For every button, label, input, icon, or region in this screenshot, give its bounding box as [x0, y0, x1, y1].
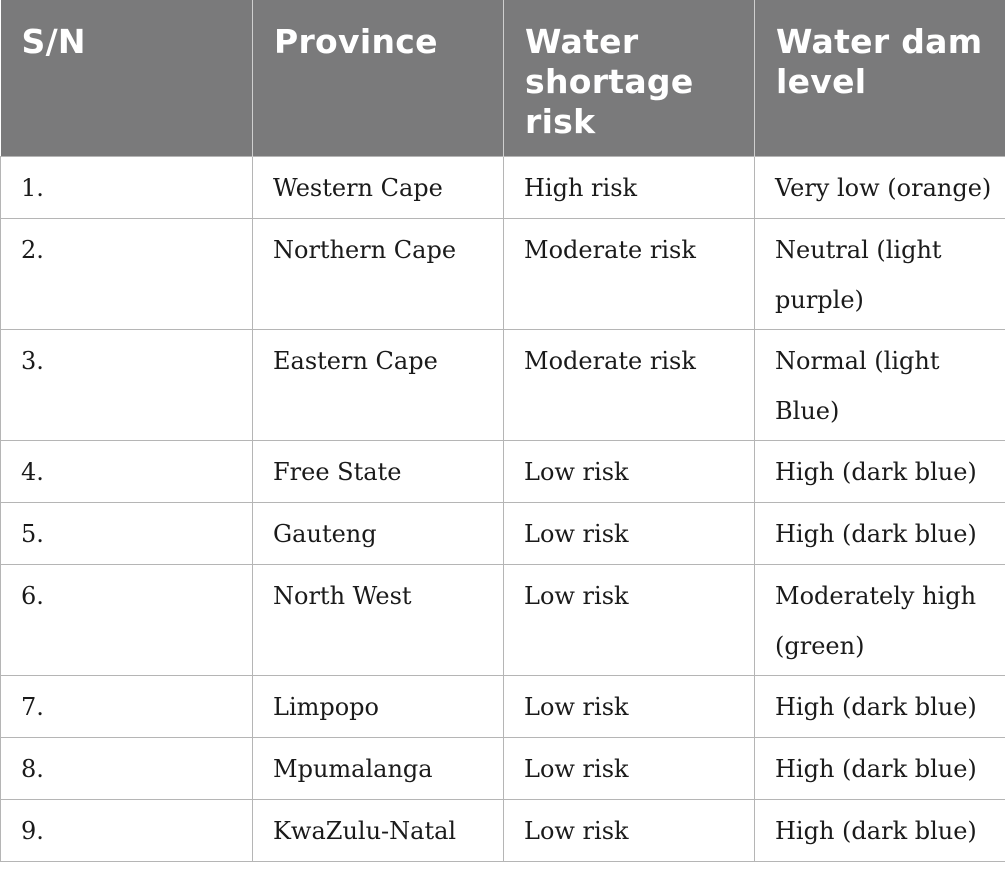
cell-risk: Moderate risk — [503, 328, 755, 441]
cell-dam-level: Neutral (light purple) — [754, 217, 1005, 330]
cell-risk: Low risk — [503, 439, 755, 503]
cell-dam-level: High (dark blue) — [754, 439, 1005, 503]
cell-risk: Low risk — [503, 563, 755, 676]
cell-sn: 1. — [0, 155, 253, 219]
table-row: 2. Northern Cape Moderate risk Neutral (… — [0, 217, 1005, 330]
table-row: 7. Limpopo Low risk High (dark blue) — [0, 674, 1005, 738]
cell-province: Gauteng — [252, 501, 504, 565]
cell-risk: Low risk — [503, 501, 755, 565]
cell-dam-level: High (dark blue) — [754, 674, 1005, 738]
cell-province: Eastern Cape — [252, 328, 504, 441]
table-row: 4. Free State Low risk High (dark blue) — [0, 439, 1005, 503]
cell-dam-level: High (dark blue) — [754, 501, 1005, 565]
cell-province: KwaZulu-Natal — [252, 798, 504, 862]
header-water-dam-level: Water dam level — [754, 0, 1005, 156]
table-row: 6. North West Low risk Moderately high (… — [0, 563, 1005, 676]
cell-sn: 4. — [0, 439, 253, 503]
cell-province: Free State — [252, 439, 504, 503]
cell-risk: Moderate risk — [503, 217, 755, 330]
header-row: S/N Province Water shortage risk Water d… — [0, 0, 1005, 156]
cell-dam-level: High (dark blue) — [754, 798, 1005, 862]
cell-dam-level: Very low (orange) — [754, 155, 1005, 219]
cell-risk: Low risk — [503, 798, 755, 862]
cell-sn: 2. — [0, 217, 253, 330]
cell-sn: 8. — [0, 736, 253, 800]
cell-sn: 5. — [0, 501, 253, 565]
header-province: Province — [252, 0, 504, 156]
cell-province: Limpopo — [252, 674, 504, 738]
cell-dam-level: High (dark blue) — [754, 736, 1005, 800]
cell-sn: 7. — [0, 674, 253, 738]
cell-sn: 6. — [0, 563, 253, 676]
cell-province: Mpumalanga — [252, 736, 504, 800]
cell-dam-level: Moderately high (green) — [754, 563, 1005, 676]
cell-province: Western Cape — [252, 155, 504, 219]
header-sn: S/N — [0, 0, 253, 156]
cell-risk: Low risk — [503, 674, 755, 738]
cell-dam-level: Normal (light Blue) — [754, 328, 1005, 441]
cell-sn: 3. — [0, 328, 253, 441]
table-row: 8. Mpumalanga Low risk High (dark blue) — [0, 736, 1005, 800]
cell-risk: High risk — [503, 155, 755, 219]
cell-province: Northern Cape — [252, 217, 504, 330]
table-row: 1. Western Cape High risk Very low (oran… — [0, 155, 1005, 219]
cell-sn: 9. — [0, 798, 253, 862]
table-row: 9. KwaZulu-Natal Low risk High (dark blu… — [0, 798, 1005, 862]
table-row: 3. Eastern Cape Moderate risk Normal (li… — [0, 328, 1005, 441]
cell-risk: Low risk — [503, 736, 755, 800]
header-water-shortage-risk: Water shortage risk — [503, 0, 755, 156]
table-row: 5. Gauteng Low risk High (dark blue) — [0, 501, 1005, 565]
cell-province: North West — [252, 563, 504, 676]
